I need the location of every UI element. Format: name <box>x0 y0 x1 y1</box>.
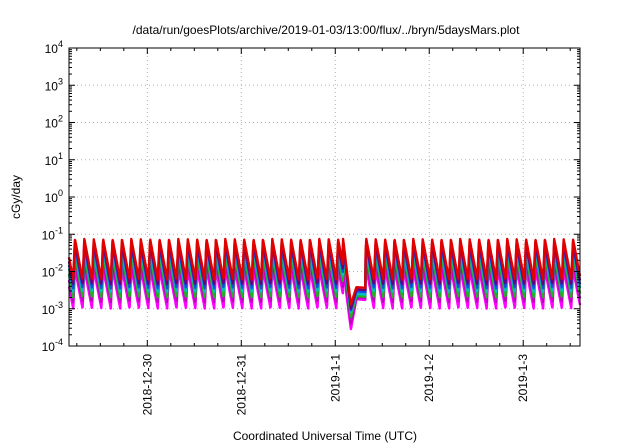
y-tick-label: 104 <box>45 39 63 56</box>
x-tick-label: 2019-1-2 <box>422 354 436 402</box>
y-tick-label: 100 <box>45 188 63 205</box>
chart-title: /data/run/goesPlots/archive/2019-01-03/1… <box>133 23 521 37</box>
x-tick-label: 2018-12-30 <box>140 354 154 416</box>
y-tick-label: 10-3 <box>42 300 63 317</box>
x-axis-label: Coordinated Universal Time (UTC) <box>233 429 417 443</box>
y-tick-label: 10-2 <box>42 263 63 280</box>
series-line-1 <box>67 237 582 306</box>
y-tick-label: 102 <box>45 114 63 131</box>
y-tick-label: 101 <box>45 151 63 168</box>
y-tick-label: 10-1 <box>42 225 63 242</box>
y-axis-label: cGy/day <box>9 175 23 219</box>
y-tick-label: 103 <box>45 76 63 93</box>
x-tick-label: 2018-12-31 <box>234 354 248 416</box>
y-tick-label: 10-4 <box>42 337 63 354</box>
series-layer <box>67 237 582 331</box>
tick-layer: 10-4 10-3 10-2 10-1 100 101 102 103 104 2018-12-3… <box>42 39 580 415</box>
x-tick-label: 2019-1-3 <box>516 354 530 402</box>
x-tick-label: 2019-1-1 <box>328 354 342 402</box>
series-line-7 <box>67 267 582 331</box>
